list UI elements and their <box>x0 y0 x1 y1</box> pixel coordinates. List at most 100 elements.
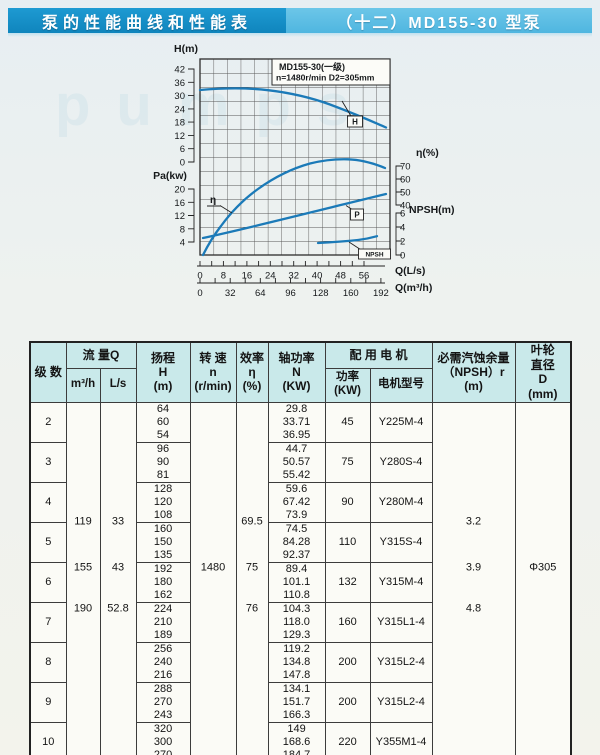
shaft-power-cell: 104.3 118.0 129.3 <box>267 601 326 643</box>
eta-tick: 50 <box>400 188 411 199</box>
motor-power-cell: 200 <box>324 641 371 683</box>
flow-m3h-value: 119 <box>74 515 92 528</box>
power-axis-label: Pa(kw) <box>153 170 187 182</box>
col-header-impeller: 叶轮 直径 D (mm) <box>514 341 572 403</box>
motor-model-cell: Y225M-4 <box>369 401 433 443</box>
table-row: 10 320 300 270 149 168.6 184.7 220 Y355M… <box>29 721 571 755</box>
flow-ls-axis: 0 8 16 24 32 40 48 56 Q(L/s) <box>197 261 425 282</box>
table-row: 3 96 90 81 44.7 50.57 55.42 75 Y280S-4 <box>29 441 571 483</box>
h-axis: H(m) 42 36 30 24 18 12 6 0 <box>174 43 198 169</box>
shaft-power-cell: 44.7 50.57 55.42 <box>267 441 326 483</box>
efficiency-axis: η(%) 70 60 50 40 <box>395 147 439 212</box>
p-tick: 20 <box>174 185 185 196</box>
qls-tick: 32 <box>288 271 299 282</box>
head-cell: 320 300 270 <box>135 721 191 755</box>
efficiency-value: 75 <box>245 561 259 574</box>
head-cell: 224 210 189 <box>135 601 191 643</box>
col-header-motor-model: 电机型号 <box>369 367 433 403</box>
motor-model-cell: Y315L1-4 <box>369 601 433 643</box>
qls-tick: 0 <box>197 271 202 282</box>
efficiency-curve <box>201 158 387 257</box>
qm3h-tick: 192 <box>373 288 389 299</box>
power-axis: Pa(kw) 20 16 12 8 4 <box>153 170 195 249</box>
performance-curve-chart: H(m) 42 36 30 24 18 12 6 0 Pa(kw) 20 16 … <box>153 43 455 299</box>
power-curve-label: P <box>345 205 364 221</box>
head-curve-label: H <box>341 100 363 128</box>
flow-m3h-value: 155 <box>73 561 93 574</box>
col-header-npsh: 必需汽蚀余量 （NPSH）r (m) <box>431 341 516 403</box>
svg-text:η: η <box>210 195 216 206</box>
chart-grid <box>200 59 390 255</box>
col-header-speed: 转 速 n (r/min) <box>189 341 237 403</box>
head-cell: 128 120 108 <box>135 481 191 523</box>
motor-model-cell: Y355M1-4 <box>369 721 433 755</box>
p-tick: 16 <box>174 198 185 209</box>
p-tick: 4 <box>180 238 185 249</box>
h-axis-label: H(m) <box>174 43 198 55</box>
shaft-power-cell: 89.4 101.1 110.8 <box>267 561 326 603</box>
qm3h-tick: 128 <box>313 288 329 299</box>
npsh-value: 3.2 <box>465 515 482 528</box>
npsh-tick: 4 <box>400 223 405 234</box>
chart-subtitle: n=1480r/min D2=305mm <box>276 73 375 83</box>
qm3h-tick: 96 <box>285 288 296 299</box>
stage-cell: 7 <box>29 601 67 643</box>
npsh-curve-label: NPSH <box>348 241 391 260</box>
stage-cell: 6 <box>29 561 67 603</box>
motor-model-cell: Y315M-4 <box>369 561 433 603</box>
motor-power-cell: 90 <box>324 481 371 523</box>
motor-power-cell: 160 <box>324 601 371 643</box>
motor-power-cell: 110 <box>324 521 371 563</box>
motor-model-cell: Y315L2-4 <box>369 641 433 683</box>
qls-tick: 48 <box>335 271 346 282</box>
qls-tick: 56 <box>359 271 370 282</box>
shaft-power-cell: 149 168.6 184.7 <box>267 721 326 755</box>
page-title-right: （十二）MD155-30 型泵 <box>286 8 592 33</box>
col-header-motor-power: 功率 (KW) <box>324 367 371 403</box>
flow-ls-axis-label: Q(L/s) <box>395 265 425 277</box>
flow-m3h-value: 190 <box>73 602 93 615</box>
table-row: 8 256 240 216 119.2 134.8 147.8 200 Y315… <box>29 641 571 683</box>
qls-tick: 24 <box>265 271 276 282</box>
qm3h-tick: 32 <box>225 288 236 299</box>
table-row: 2 119 155 190 33 43 52.8 64 60 54 1480 <box>29 401 572 755</box>
motor-power-cell: 200 <box>324 681 371 723</box>
col-header-efficiency: 效率 η (%) <box>235 341 269 403</box>
qm3h-tick: 64 <box>255 288 266 299</box>
power-curve <box>201 192 388 240</box>
col-header-stages: 级 数 <box>29 341 67 403</box>
shaft-power-cell: 134.1 151.7 166.3 <box>267 681 326 723</box>
efficiency-value: 76 <box>245 602 259 615</box>
motor-model-cell: Y280S-4 <box>369 441 433 483</box>
shaft-power-cell: 29.8 33.71 36.95 <box>267 401 326 443</box>
npsh-curve <box>316 235 379 245</box>
page-header: 泵的性能曲线和性能表 （十二）MD155-30 型泵 <box>8 8 592 33</box>
flow-ls-value: 33 <box>111 515 125 528</box>
table-row: 7 224 210 189 104.3 118.0 129.3 160 Y315… <box>29 601 571 643</box>
stage-cell: 4 <box>29 481 67 523</box>
col-header-flow-m3h: m³/h <box>65 367 101 403</box>
npsh-axis: NPSH(m) 6 4 2 0 <box>395 204 455 262</box>
svg-text:H: H <box>352 118 358 127</box>
table-row: 4 128 120 108 59.6 67.42 73.9 90 Y280M-4 <box>29 481 571 523</box>
npsh-tick: 0 <box>400 251 405 262</box>
head-cell: 64 60 54 <box>135 401 191 443</box>
npsh-tick: 2 <box>400 237 405 248</box>
speed-value: 1480 <box>200 561 226 574</box>
h-tick: 24 <box>174 104 185 115</box>
flow-ls-value: 43 <box>111 561 125 574</box>
h-tick: 6 <box>180 144 185 155</box>
chart-title-box: MD155-30(一级) n=1480r/min D2=305mm <box>271 58 391 86</box>
efficiency-curve-label: η <box>207 195 233 214</box>
flow-ls-value: 52.8 <box>107 602 129 615</box>
head-curve <box>198 87 388 129</box>
head-cell: 160 150 135 <box>135 521 191 563</box>
speed-cell: 1480 <box>189 401 237 755</box>
table-row: 9 288 270 243 134.1 151.7 166.3 200 Y315… <box>29 681 571 723</box>
h-tick: 30 <box>174 91 185 102</box>
head-cell: 96 90 81 <box>135 441 191 483</box>
flow-m3h-cell: 119 155 190 <box>65 401 101 755</box>
efficiency-cell: 69.5 75 76 <box>235 401 269 755</box>
motor-power-cell: 220 <box>324 721 371 755</box>
